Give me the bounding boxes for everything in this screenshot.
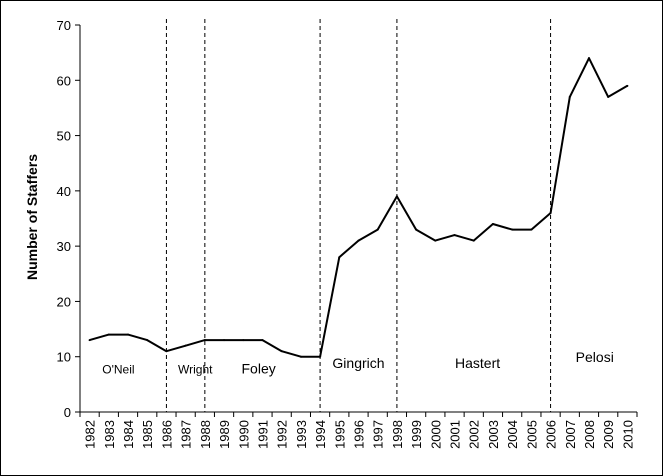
x-tick-label: 2000	[428, 420, 443, 449]
data-point	[338, 256, 341, 259]
x-tick-label: 1983	[102, 420, 117, 449]
data-point	[357, 239, 360, 242]
x-tick-label: 1986	[159, 420, 174, 449]
data-point	[107, 333, 110, 336]
data-point	[587, 57, 590, 60]
axes: 0 10 20 30 40 50 60 70 1982 1983 1984 1985 1986 1987 1…	[57, 18, 638, 449]
speaker-label: Foley	[242, 360, 276, 376]
x-tick-label: 2005	[524, 420, 539, 449]
x-tick-label: 1982	[83, 420, 98, 449]
y-tick-label: 10	[57, 350, 71, 365]
x-tick-label: 1984	[121, 420, 136, 449]
x-tick-label: 1992	[275, 420, 290, 449]
x-tick-label: 2008	[582, 420, 597, 449]
x-tick-label: 1989	[217, 420, 232, 449]
data-point	[242, 339, 245, 342]
x-tick-label: 1998	[390, 420, 405, 449]
series	[88, 57, 629, 358]
data-point	[626, 84, 629, 87]
data-point	[530, 228, 533, 231]
x-tick-label: 1987	[179, 420, 194, 449]
speaker-dividers	[165, 19, 552, 412]
data-point	[299, 355, 302, 358]
data-point	[607, 95, 610, 98]
x-tick-label: 2009	[601, 420, 616, 449]
data-point	[415, 228, 418, 231]
speaker-label: Wright	[178, 362, 213, 376]
data-point	[376, 228, 379, 231]
y-tick-label: 20	[57, 294, 71, 309]
x-tick-label: 2006	[544, 420, 559, 449]
data-point	[165, 350, 168, 353]
speaker-label: Gingrich	[332, 355, 384, 371]
data-point	[319, 355, 322, 358]
y-tick-label: 0	[64, 405, 71, 420]
data-point	[203, 339, 206, 342]
x-tick-label: 2003	[486, 420, 501, 449]
x-tick-label: 1991	[255, 420, 270, 449]
x-tick-label: 2001	[448, 420, 463, 449]
x-tick-label: 1985	[140, 420, 155, 449]
y-axis-label: Number of Staffers	[24, 154, 40, 280]
y-tick-label: 70	[57, 18, 71, 33]
data-point	[127, 333, 130, 336]
x-tick-label: 1996	[352, 420, 367, 449]
y-tick-label: 50	[57, 129, 71, 144]
data-point	[261, 339, 264, 342]
x-tick-label: 2007	[563, 420, 578, 449]
data-point	[223, 339, 226, 342]
data-point	[280, 350, 283, 353]
data-point	[88, 339, 91, 342]
x-tick-label: 1994	[313, 420, 328, 449]
speaker-label: Pelosi	[576, 349, 614, 365]
data-point	[511, 228, 514, 231]
speaker-labels: O'Neil Wright Foley Gingrich Hastert Pelosi	[102, 349, 614, 376]
data-point	[434, 239, 437, 242]
speaker-label: O'Neil	[102, 362, 134, 376]
x-tick-label: 1999	[409, 420, 424, 449]
x-tick-label: 2010	[620, 420, 635, 449]
x-tick-label: 1988	[198, 420, 213, 449]
y-tick-label: 30	[57, 239, 71, 254]
x-tick-label: 1997	[371, 420, 386, 449]
data-point	[453, 234, 456, 237]
speaker-label: Hastert	[455, 355, 500, 371]
data-point	[472, 239, 475, 242]
staffers-series-line	[89, 57, 628, 358]
x-tick-label: 1995	[332, 420, 347, 449]
y-tick-label: 40	[57, 184, 71, 199]
x-tick-label: 2002	[467, 420, 482, 449]
data-point	[395, 195, 398, 198]
data-point	[146, 339, 149, 342]
x-tick-label: 1993	[294, 420, 309, 449]
x-tick-label: 1990	[236, 420, 251, 449]
x-tick-label: 2004	[505, 420, 520, 449]
data-point	[184, 344, 187, 347]
data-point	[549, 211, 552, 214]
y-tick-label: 60	[57, 73, 71, 88]
data-point	[568, 95, 571, 98]
data-point	[491, 223, 494, 226]
